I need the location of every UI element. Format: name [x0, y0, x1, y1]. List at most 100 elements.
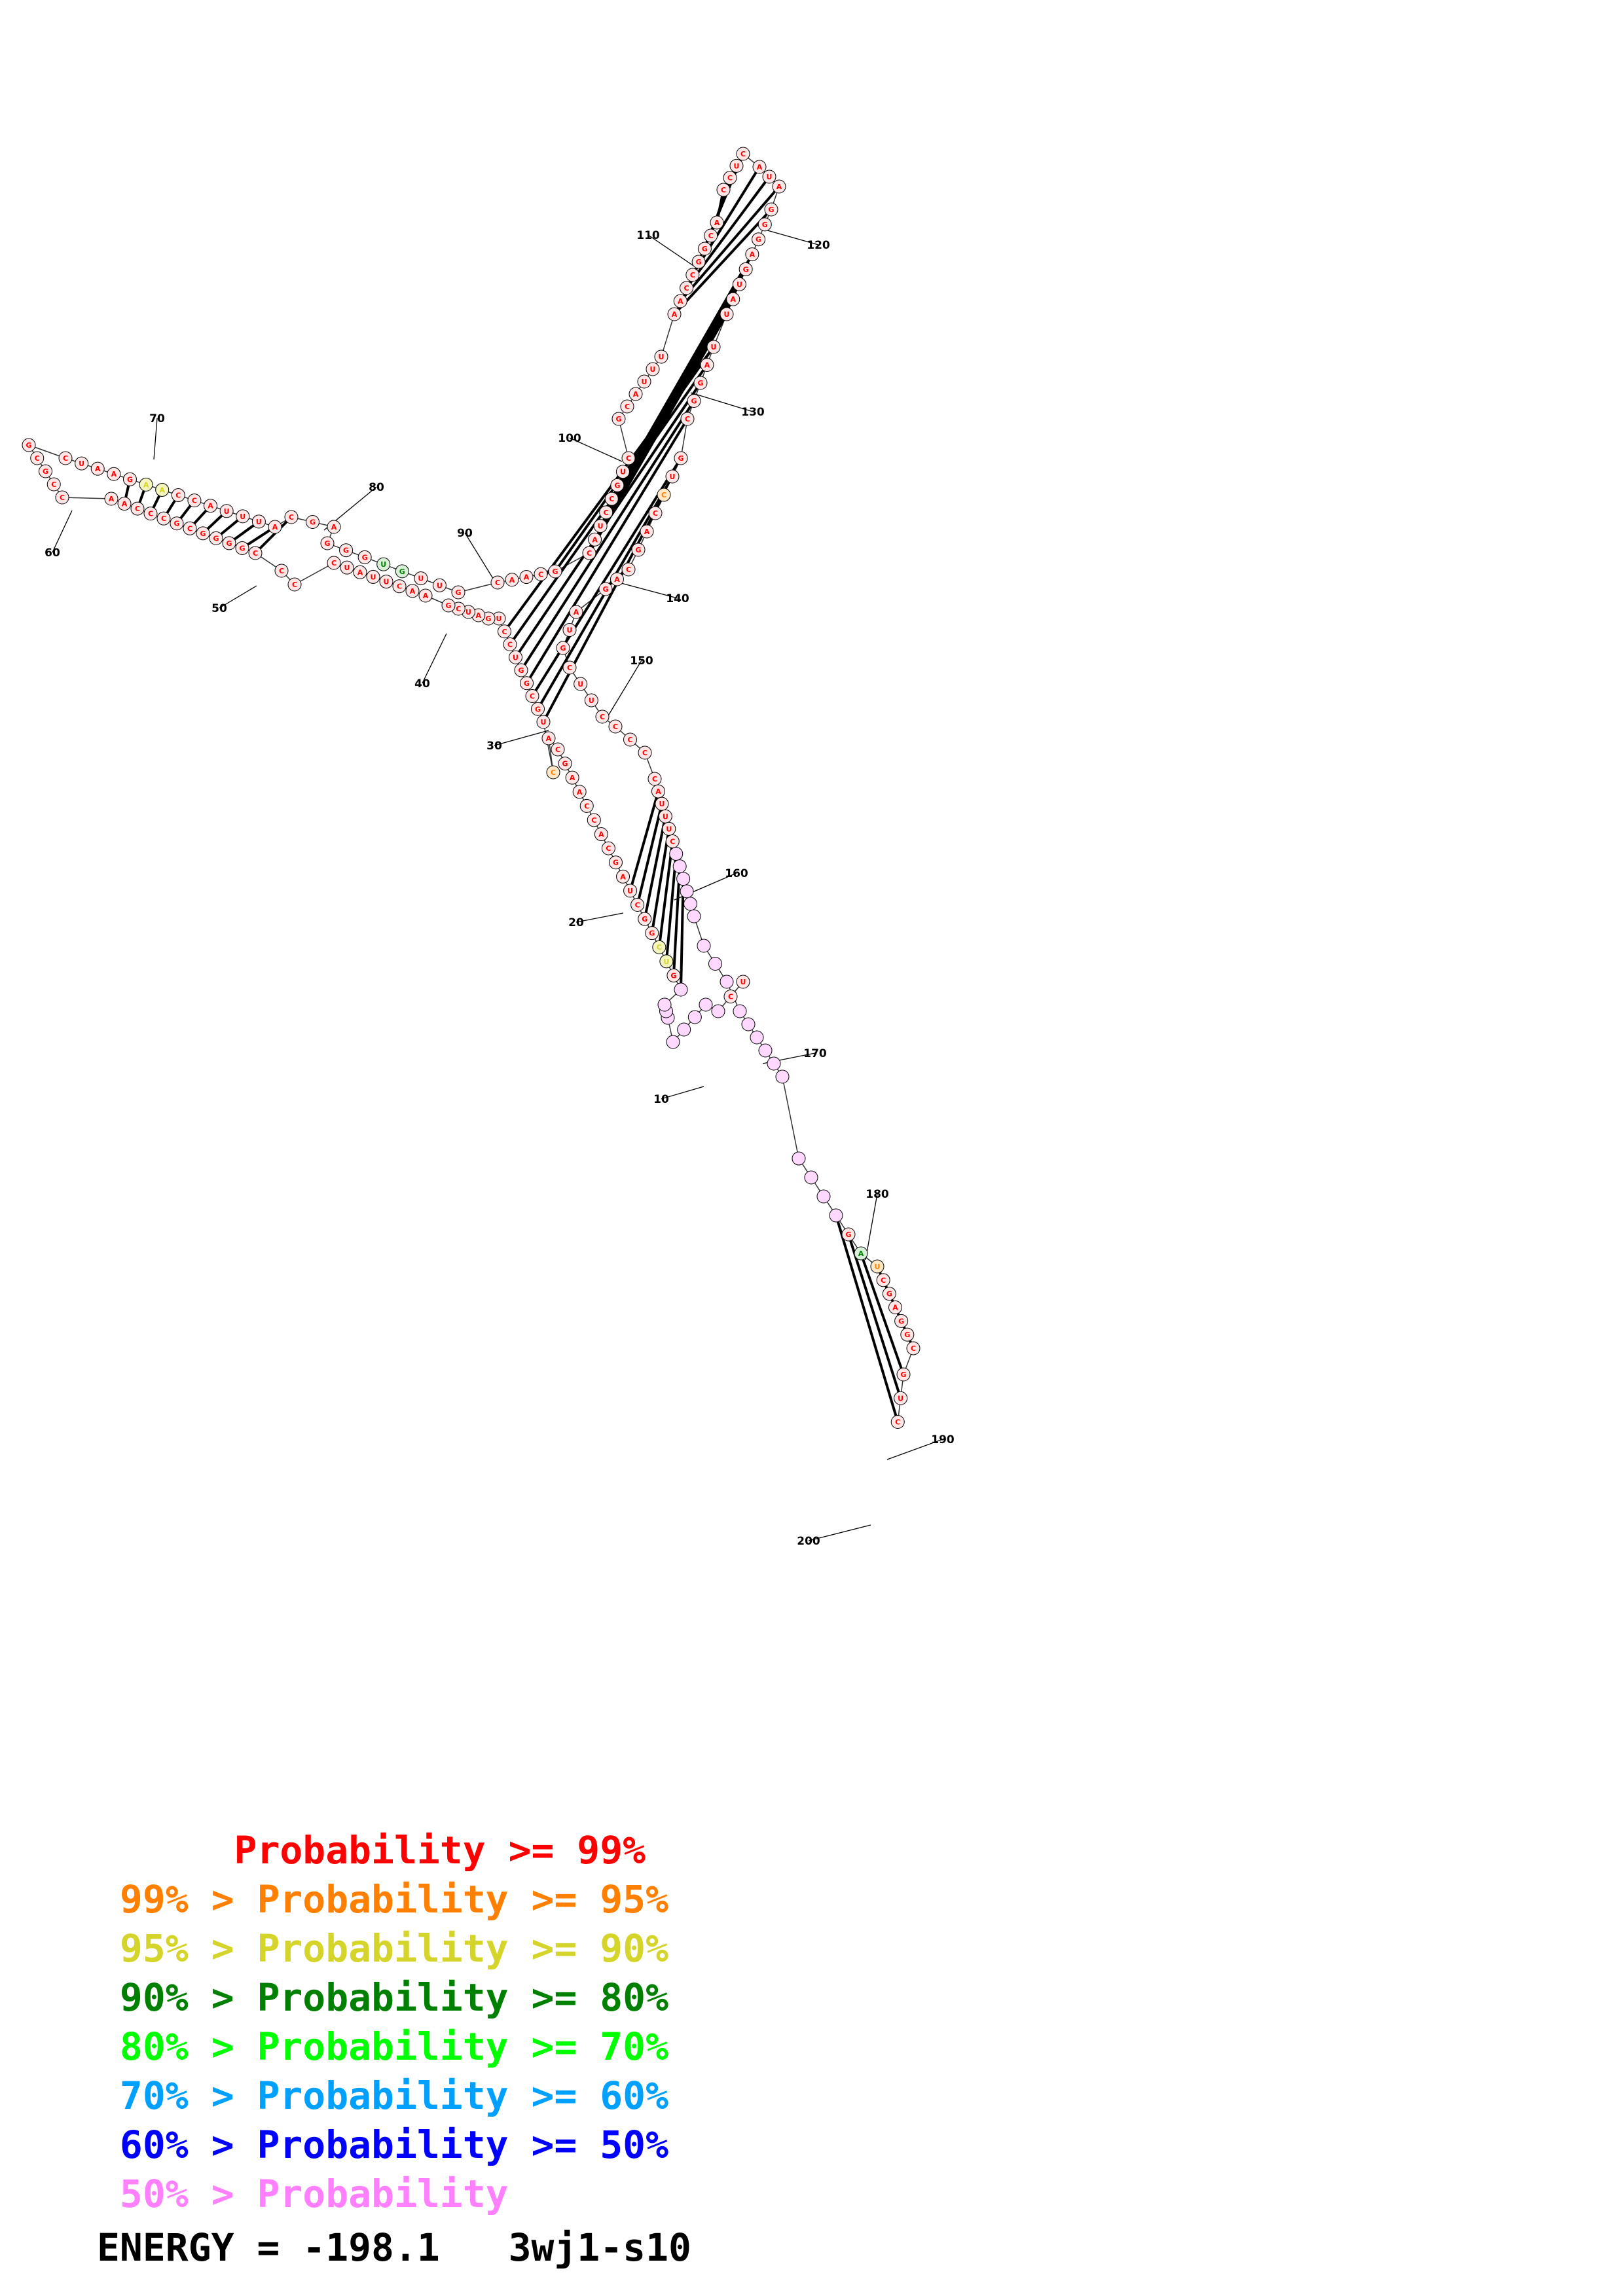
nucleotide: A: [888, 1300, 902, 1314]
nucleotide-letter: A: [143, 480, 149, 489]
nucleotide-circle: [699, 997, 713, 1012]
nucleotide-letter: G: [691, 397, 697, 406]
nucleotide: U: [219, 504, 234, 518]
nucleotide-letter: C: [253, 549, 258, 558]
position-label: 70: [149, 412, 165, 425]
nucleotide: [687, 909, 701, 924]
nucleotide-circle: [630, 897, 645, 912]
nucleotide-circle: [637, 374, 651, 389]
nucleotide: A: [594, 827, 608, 842]
nucleotide: C: [582, 546, 596, 560]
position-label: 60: [45, 547, 60, 560]
nucleotide-letter: U: [496, 615, 502, 623]
nucleotide: [720, 975, 734, 989]
nucleotide-letter: C: [501, 628, 507, 636]
nucleotide-circle: [541, 731, 556, 745]
legend-row: Probability >= 99%: [97, 1826, 668, 1875]
nucleotide-circle: [775, 1069, 790, 1084]
nucleotide-circle: [599, 505, 613, 520]
nucleotide: G: [894, 1314, 909, 1328]
nucleotide-letter: C: [530, 692, 535, 701]
nucleotide: G: [556, 641, 570, 655]
nucleotide-circle: [647, 772, 662, 786]
nucleotide-letter: A: [331, 523, 337, 531]
legend-row: 90% > Probability >= 80%: [97, 1973, 668, 2022]
nucleotide-letter: U: [650, 365, 656, 374]
nucleotide-letter: A: [714, 219, 720, 227]
nucleotide-circle: [680, 412, 695, 426]
nucleotide: C: [704, 228, 718, 243]
nucleotide: C: [187, 493, 202, 508]
nucleotide: [680, 884, 694, 899]
position-label: 50: [211, 602, 227, 615]
nucleotide: U: [379, 575, 393, 589]
nucleotide: G: [548, 564, 562, 579]
nucleotide-circle: [90, 461, 105, 476]
nucleotide: [733, 1004, 747, 1018]
nucleotide: A: [268, 520, 282, 534]
nucleotide-letter: G: [213, 534, 219, 543]
nucleotide-letter: U: [740, 978, 746, 986]
nucleotide-circle: [720, 975, 734, 989]
nucleotide-letter: G: [649, 929, 655, 938]
nucleotide-circle: [139, 477, 153, 492]
nucleotide-circle: [339, 543, 354, 558]
nucleotide-circle: [594, 827, 608, 842]
nucleotide-circle: [536, 715, 551, 729]
nucleotide-letter: C: [555, 745, 560, 754]
nucleotide-letter: C: [35, 454, 40, 463]
nucleotide: G: [514, 663, 528, 677]
nucleotide-letter: U: [240, 512, 246, 521]
nucleotide: G: [395, 564, 409, 579]
nucleotide-circle: [729, 158, 744, 173]
position-tick-lines: [52, 228, 943, 1541]
nucleotide: A: [541, 731, 556, 745]
nucleotide-letter: C: [456, 605, 461, 613]
legend-prefix: 50% >: [119, 2172, 234, 2216]
nucleotide-letter: C: [661, 491, 666, 499]
nucleotide-letter: C: [279, 567, 284, 575]
nucleotide-circle: [723, 171, 737, 185]
nucleotide: U: [414, 571, 428, 586]
nucleotide-letter: C: [192, 497, 197, 505]
base-pair-link: [860, 1253, 905, 1375]
nucleotide: C: [630, 897, 645, 912]
nucleotide-letter: C: [606, 844, 611, 853]
position-label: 200: [797, 1535, 820, 1548]
nucleotide-letter: A: [678, 297, 684, 306]
nucleotide: U: [75, 456, 89, 471]
nucleotide-circle: [876, 1273, 890, 1287]
nucleotide: G: [209, 531, 223, 545]
position-label: 40: [414, 677, 430, 691]
legend-prefix: 80% >: [119, 2024, 234, 2069]
position-label: 30: [486, 740, 502, 753]
base-pair-link: [685, 175, 771, 289]
nucleotide: G: [631, 543, 646, 557]
nucleotide-letter: A: [509, 576, 515, 584]
nucleotide: C: [58, 451, 73, 465]
nucleotide-letter: G: [678, 454, 684, 463]
nucleotide-circle: [222, 536, 236, 550]
nucleotide-letter: C: [653, 509, 658, 518]
nucleotide: U: [720, 307, 734, 321]
legend-threshold: >= 90%: [531, 1926, 668, 1971]
backbone-link: [543, 721, 554, 773]
nucleotide-circle: [366, 569, 380, 584]
nucleotide-circle: [219, 504, 234, 518]
nucleotide-circle: [569, 605, 583, 619]
nucleotide-circle: [646, 362, 660, 376]
nucleotide: C: [562, 660, 577, 675]
nucleotide: G: [674, 451, 688, 465]
nucleotide: U: [236, 509, 250, 524]
nucleotide-letter: U: [344, 564, 350, 572]
nucleotide: [708, 957, 722, 971]
nucleotide: G: [687, 394, 701, 408]
nucleotide: C: [546, 765, 560, 780]
nucleotide-circle: [608, 719, 623, 734]
nucleotide: [741, 1017, 756, 1031]
nucleotide-circle: [638, 745, 652, 760]
nucleotide-circle: [22, 438, 36, 452]
position-label: 150: [630, 655, 653, 668]
nucleotide-circle: [579, 798, 594, 813]
nucleotide-circle: [235, 541, 249, 555]
